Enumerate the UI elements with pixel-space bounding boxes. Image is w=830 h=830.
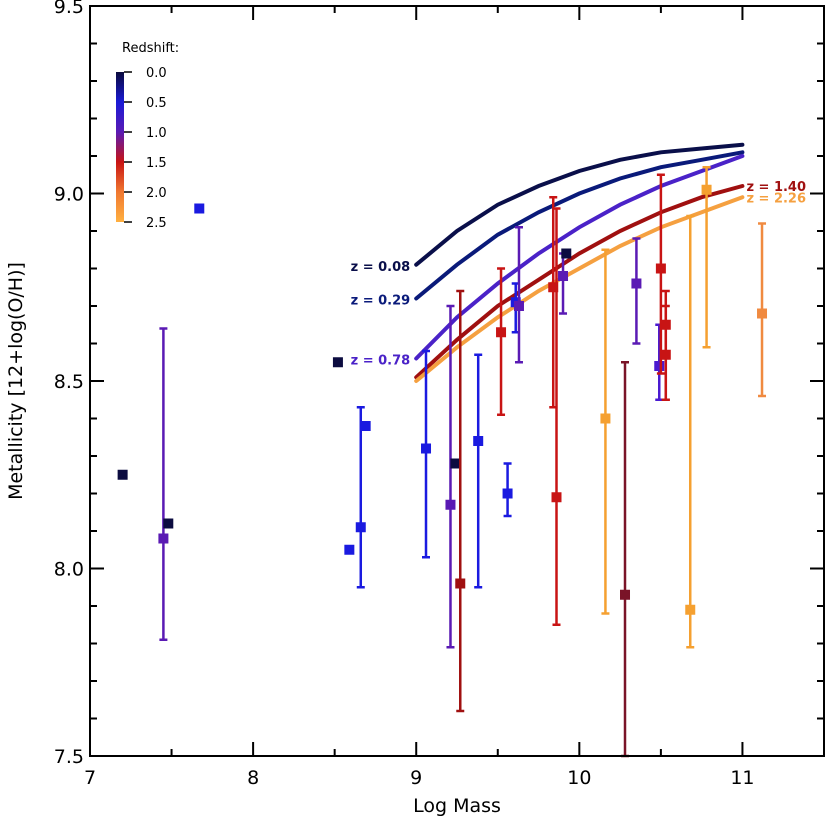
model-curve bbox=[414, 195, 745, 383]
colorbar-gradient bbox=[116, 72, 124, 222]
data-point bbox=[600, 413, 611, 424]
data-point bbox=[473, 436, 484, 446]
colorbar-tick-label: 2.5 bbox=[146, 216, 167, 231]
data-point bbox=[450, 458, 461, 469]
data-point bbox=[548, 282, 559, 293]
data-point bbox=[685, 604, 696, 615]
data-point bbox=[513, 301, 524, 311]
data-point bbox=[455, 578, 466, 589]
data-point bbox=[158, 533, 169, 544]
curve-label: z = 0.78 bbox=[351, 354, 411, 369]
data-points bbox=[117, 166, 768, 758]
model-curve bbox=[414, 184, 745, 380]
colorbar-tick-label: 2.0 bbox=[146, 186, 167, 201]
model-curve bbox=[414, 154, 745, 361]
x-tick-label: 8 bbox=[247, 767, 259, 789]
data-point bbox=[163, 518, 174, 529]
colorbar-tick-label: 0.5 bbox=[146, 96, 167, 111]
colorbar-title: Redshift: bbox=[122, 41, 179, 56]
x-tick-label: 9 bbox=[410, 767, 422, 789]
curve-label: z = 0.29 bbox=[351, 294, 411, 309]
data-point bbox=[355, 522, 366, 533]
data-point bbox=[360, 421, 371, 431]
colorbar-tick-label: 1.5 bbox=[146, 156, 167, 171]
y-tick-label: 7.5 bbox=[54, 746, 84, 768]
model-curves: z = 0.08 z = 0.29 z = 0.78 z = 1.40z = 2.26 bbox=[351, 142, 806, 383]
y-tick-label: 9.0 bbox=[54, 184, 84, 206]
y-tick-label: 9.5 bbox=[54, 0, 84, 18]
data-point bbox=[194, 203, 205, 214]
data-point bbox=[757, 308, 768, 319]
colorbar-ticks: 0.0 0.5 1.0 1.5 2.0 2.5 bbox=[124, 66, 167, 231]
curve-label: z = 2.26 bbox=[746, 191, 806, 206]
data-point bbox=[502, 488, 513, 499]
colorbar-tick-label: 0.0 bbox=[146, 66, 167, 81]
data-point bbox=[496, 327, 507, 338]
y-tick-label: 8.5 bbox=[54, 371, 84, 393]
curve-label: z = 0.08 bbox=[351, 260, 411, 275]
data-point bbox=[660, 319, 671, 330]
x-tick-label: 10 bbox=[567, 767, 591, 789]
plot-frame bbox=[89, 5, 825, 757]
model-curve bbox=[414, 150, 745, 301]
data-point bbox=[620, 589, 631, 600]
data-point bbox=[561, 248, 572, 259]
data-point bbox=[654, 361, 665, 371]
data-point bbox=[631, 278, 642, 289]
data-point bbox=[655, 263, 666, 274]
curve-label: z = 1.40 bbox=[746, 180, 806, 195]
x-axis-label: Log Mass bbox=[413, 795, 501, 817]
data-point bbox=[344, 544, 355, 555]
data-point bbox=[332, 357, 343, 368]
data-point bbox=[421, 443, 432, 454]
model-curve bbox=[414, 142, 745, 267]
colorbar-tick-label: 1.0 bbox=[146, 126, 167, 141]
x-tick-label: 7 bbox=[84, 767, 96, 789]
y-tick-label: 8.0 bbox=[54, 559, 84, 581]
x-tick-label: 11 bbox=[730, 767, 754, 789]
data-point bbox=[558, 271, 569, 281]
colorbar: Redshift: 0.0 0.5 1.0 1.5 2.0 2.5 bbox=[116, 41, 179, 231]
data-point bbox=[445, 499, 456, 510]
y-axis-label: Metallicity [12+log(O/H)] bbox=[5, 262, 27, 500]
data-point bbox=[117, 469, 128, 480]
data-point bbox=[551, 492, 562, 503]
data-point bbox=[701, 184, 712, 195]
axis-ticks: 7 8 9 10 11 7.5 8.0 8.5 9.0 9.5 bbox=[54, 0, 825, 789]
